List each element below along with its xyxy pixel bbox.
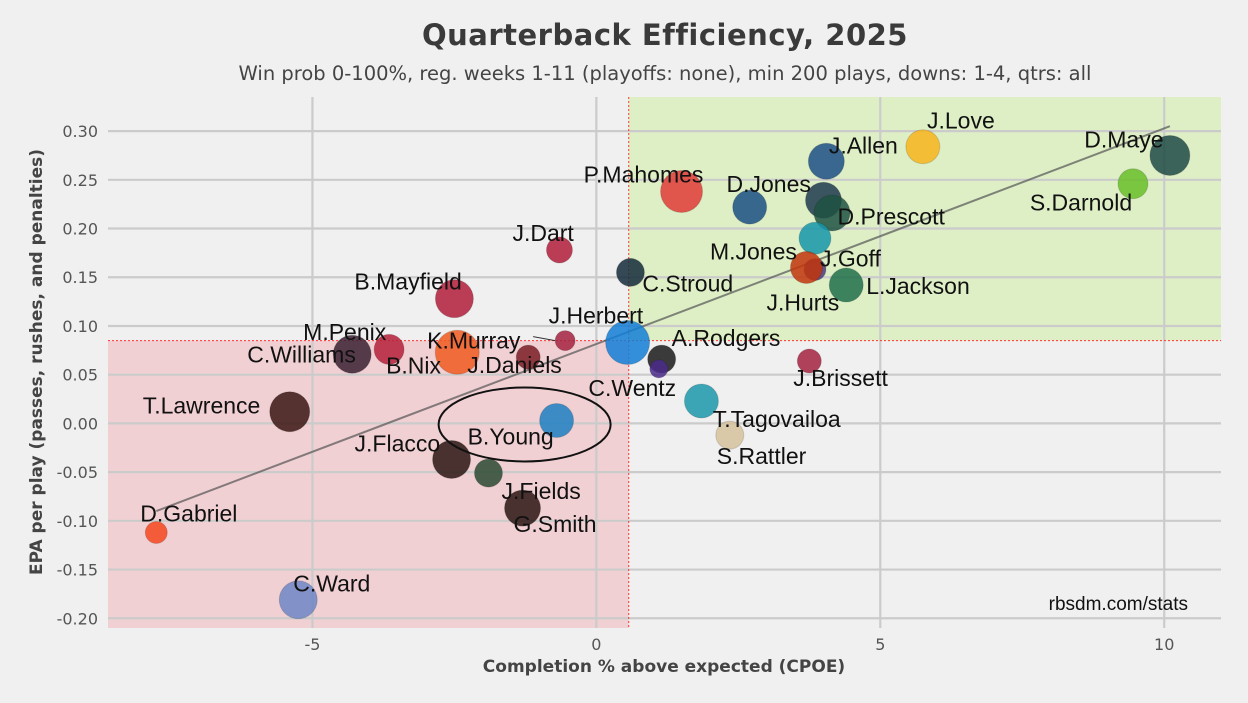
point-b-mayfield [434,279,474,319]
label-s-darnold: S.Darnold [1030,190,1132,216]
y-tick-label: -0.20 [57,609,98,628]
point-k-murray [554,330,576,352]
label-k-murray: K.Murray [427,328,521,354]
trend-line [155,125,1171,513]
point-c-wentz [683,383,719,419]
y-tick-label: 0.25 [62,171,98,190]
label-j-allen: J.Allen [829,132,898,158]
label-j-daniels: J.Daniels [467,352,562,378]
point-c-stroud [615,257,645,287]
point-d-maye [1149,134,1191,176]
point-j-love [905,129,941,165]
y-tick-label: -0.05 [57,463,98,482]
tick-labels: -0.20 -0.15 -0.10 -0.05 0.00 0.05 0.10 0.15 0.20… [57,122,1175,654]
label-s-rattler: S.Rattler [717,443,807,469]
y-tick-label: 0.15 [62,268,98,287]
point-t-lawrence [269,391,311,433]
label-j-love: J.Love [927,108,995,134]
source-credit: rbsdm.com/stats [1049,594,1188,615]
point-p-mahomes [660,170,704,214]
label-c-williams: C.Williams [247,341,356,367]
label-j-dart: J.Dart [512,220,574,246]
x-axis-label: Completion % above expected (CPOE) [483,657,845,677]
label-d-gabriel: D.Gabriel [140,501,237,527]
point-s-darnold [1117,168,1149,200]
label-j-flacco: J.Flacco [355,430,441,456]
point-j-daniels [515,344,541,370]
label-d-jones: D.Jones [726,171,810,197]
x-tick-label: -5 [304,635,320,654]
y-tick-label: 0.30 [62,122,98,141]
label-b-nix: B.Nix [386,352,441,378]
grid-lines [108,97,1221,628]
point-j-brissett [796,348,822,374]
point-c-ward [278,580,318,620]
point-j-fields [504,489,542,527]
point-b-young [539,402,575,438]
point-b-nix [373,333,405,365]
label-l-jackson: L.Jackson [866,273,970,299]
point-labels: D.Maye S.Darnold J.Love J.Allen P.Mahomes D.J… [140,108,1163,597]
label-b-young: B.Young [468,423,554,449]
label-b-mayfield: B.Mayfield [354,269,461,295]
data-points [144,129,1191,620]
label-c-stroud: C.Stroud [642,270,733,296]
label-j-goff: J.Goff [820,245,882,271]
label-t-lawrence: T.Lawrence [143,393,261,419]
annotations [437,386,612,463]
label-c-wentz: C.Wentz [588,375,676,401]
x-tick-label: 0 [591,635,601,654]
y-tick-label: 0.20 [62,220,98,239]
point-d-jones [732,189,768,225]
x-tick-label: 10 [1154,635,1174,654]
point-c-williams [434,329,480,375]
label-p-mahomes: P.Mahomes [584,162,704,188]
highlight-ellipse [437,386,612,463]
label-d-maye: D.Maye [1084,126,1163,152]
label-a-rodgers: A.Rodgers [672,325,781,351]
y-tick-label: 0.10 [62,317,98,336]
label-t-tagovailoa: T.Tagovailoa [713,406,841,432]
point-j-allen [807,142,845,180]
point-d-gabriel [144,521,168,545]
label-j-hurts: J.Hurts [766,290,839,316]
chart-title: Quarterback Efficiency, 2025 [421,18,908,52]
label-g-smith: G.Smith [514,511,597,537]
point-t-tagovailoa [715,420,745,450]
y-axis-label: EPA per play (passes, rushes, and penalt… [27,149,47,575]
point-j-herbert [605,320,651,366]
point-unlabeled [813,194,851,232]
y-tick-label: 0.00 [62,414,98,433]
point-j-hurts [789,251,823,285]
x-tick-label: 5 [875,635,885,654]
trend-line-segment [155,125,1171,513]
label-d-prescott: D.Prescott [838,203,946,229]
k-murray-leader [533,336,556,342]
point-j-dart [545,236,573,264]
y-tick-label: -0.15 [57,561,98,580]
point-m-penix [332,334,372,374]
label-m-jones: M.Jones [710,238,797,264]
label-m-penix: M.Penix [303,319,387,345]
label-j-herbert: J.Herbert [549,303,644,329]
point-unlabeled [473,458,503,488]
label-j-brissett: J.Brissett [793,365,888,391]
label-c-ward: C.Ward [293,571,370,597]
y-tick-label: 0.05 [62,366,98,385]
point-unlabeled [649,359,669,379]
chart-subtitle: Win prob 0-100%, reg. weeks 1-11 (playof… [238,62,1092,85]
label-j-fields: J.Fields [502,478,581,504]
point-l-jackson [828,267,864,303]
y-tick-label: -0.10 [57,512,98,531]
